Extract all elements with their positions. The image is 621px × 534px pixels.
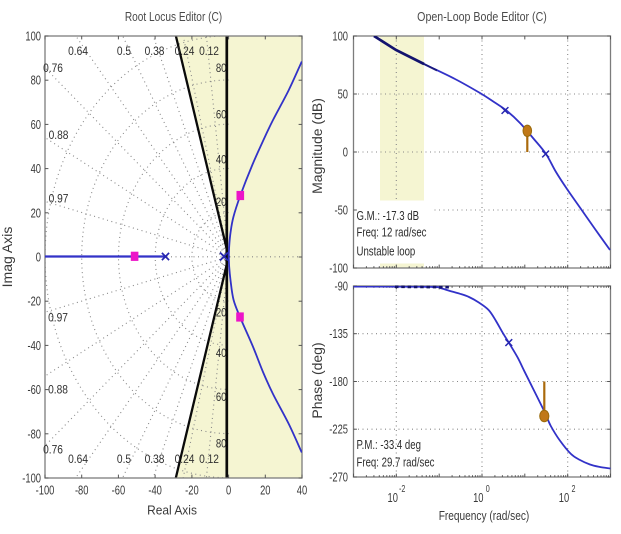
svg-text:0.5: 0.5 <box>117 453 131 466</box>
svg-text:-20: -20 <box>185 484 199 498</box>
svg-text:0: 0 <box>226 484 231 498</box>
svg-text:0.12: 0.12 <box>199 453 219 466</box>
svg-text:40: 40 <box>216 154 227 167</box>
svg-text:-90: -90 <box>334 280 348 294</box>
svg-text:-100: -100 <box>329 262 348 276</box>
svg-text:-20: -20 <box>27 295 41 309</box>
svg-text:10: 10 <box>473 492 483 506</box>
svg-text:-80: -80 <box>75 484 89 498</box>
svg-text:40: 40 <box>216 347 227 360</box>
svg-text:0.76: 0.76 <box>43 62 63 75</box>
svg-text:0.5: 0.5 <box>117 45 131 58</box>
svg-text:0.24: 0.24 <box>175 453 195 466</box>
svg-text:-2: -2 <box>399 483 406 494</box>
svg-text:80: 80 <box>216 62 227 75</box>
svg-text:0: 0 <box>36 251 41 265</box>
svg-text:Frequency (rad/sec): Frequency (rad/sec) <box>439 509 530 523</box>
svg-text:-60: -60 <box>27 384 41 398</box>
svg-text:-100: -100 <box>36 484 55 498</box>
svg-text:Phase (deg): Phase (deg) <box>309 342 325 418</box>
svg-text:Freq: 12 rad/sec: Freq: 12 rad/sec <box>357 226 427 240</box>
svg-text:10: 10 <box>387 492 397 506</box>
svg-text:20: 20 <box>31 207 41 221</box>
svg-text:-135: -135 <box>329 328 348 342</box>
svg-text:20: 20 <box>216 307 227 320</box>
svg-text:-80: -80 <box>27 428 41 442</box>
svg-text:Open-Loop Bode Editor (C): Open-Loop Bode Editor (C) <box>417 9 547 24</box>
svg-text:-180: -180 <box>329 376 348 390</box>
svg-text:-40: -40 <box>148 484 162 498</box>
svg-text:0.64: 0.64 <box>68 453 88 466</box>
svg-text:-50: -50 <box>334 204 348 218</box>
svg-text:60: 60 <box>216 109 227 122</box>
svg-text:10: 10 <box>559 492 569 506</box>
svg-text:0.64: 0.64 <box>68 45 88 58</box>
svg-text:0.88: 0.88 <box>48 384 68 397</box>
svg-text:80: 80 <box>216 438 227 451</box>
svg-text:Magnitude (dB): Magnitude (dB) <box>309 98 325 194</box>
svg-text:0.12: 0.12 <box>199 45 219 58</box>
svg-text:0.97: 0.97 <box>49 193 69 206</box>
svg-text:80: 80 <box>31 74 41 88</box>
svg-text:0.76: 0.76 <box>43 444 63 457</box>
svg-text:100: 100 <box>332 30 348 44</box>
svg-text:2: 2 <box>571 483 575 494</box>
svg-text:Imag Axis: Imag Axis <box>0 227 15 288</box>
svg-text:Unstable loop: Unstable loop <box>357 245 416 259</box>
svg-text:0.88: 0.88 <box>49 129 69 142</box>
svg-text:100: 100 <box>25 30 41 44</box>
svg-text:-225: -225 <box>329 423 348 437</box>
svg-text:60: 60 <box>31 119 41 133</box>
svg-text:40: 40 <box>297 484 307 498</box>
svg-text:60: 60 <box>216 391 227 404</box>
svg-text:0.38: 0.38 <box>145 45 165 58</box>
svg-text:Real Axis: Real Axis <box>147 503 197 518</box>
svg-text:0: 0 <box>343 146 348 160</box>
svg-text:0.24: 0.24 <box>175 45 195 58</box>
svg-text:Freq: 29.7 rad/sec: Freq: 29.7 rad/sec <box>357 456 435 470</box>
svg-text:20: 20 <box>260 484 270 498</box>
svg-text:0: 0 <box>486 483 490 494</box>
svg-text:0.38: 0.38 <box>145 453 165 466</box>
svg-text:P.M.: -33.4 deg: P.M.: -33.4 deg <box>357 439 421 453</box>
svg-text:50: 50 <box>338 88 348 102</box>
svg-text:-270: -270 <box>329 471 348 485</box>
svg-text:40: 40 <box>31 163 41 177</box>
svg-text:-40: -40 <box>27 340 41 354</box>
svg-text:20: 20 <box>216 196 227 209</box>
svg-text:0.97: 0.97 <box>48 312 68 325</box>
svg-text:-60: -60 <box>112 484 126 498</box>
svg-text:Root Locus Editor (C): Root Locus Editor (C) <box>125 10 222 24</box>
svg-text:G.M.: -17.3 dB: G.M.: -17.3 dB <box>357 210 420 224</box>
